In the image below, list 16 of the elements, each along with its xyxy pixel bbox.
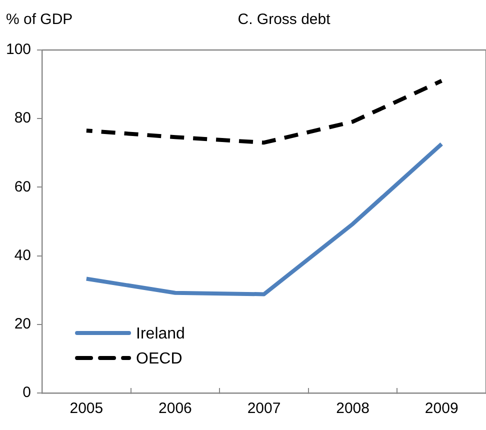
x-tick-label: 2005 (70, 400, 104, 418)
line-series (84, 78, 444, 145)
chart-title: C. Gross debt (238, 11, 332, 28)
y-tick-label: 20 (14, 316, 32, 333)
y-tick-label: 0 (22, 384, 32, 402)
x-tick-label: 2008 (336, 400, 370, 418)
y-tick-label: 100 (6, 41, 32, 58)
x-tick-label: 2006 (158, 400, 192, 418)
x-tick-label: 2007 (247, 400, 281, 418)
legend-label: Ireland (136, 325, 185, 342)
legend-label: OECD (136, 350, 182, 368)
x-tick-label: 2009 (424, 400, 458, 418)
y-axis-title: % of GDP (6, 11, 73, 28)
y-tick-label: 40 (14, 246, 32, 264)
y-tick-label: 60 (14, 178, 32, 196)
y-tick-label: 80 (14, 110, 32, 127)
